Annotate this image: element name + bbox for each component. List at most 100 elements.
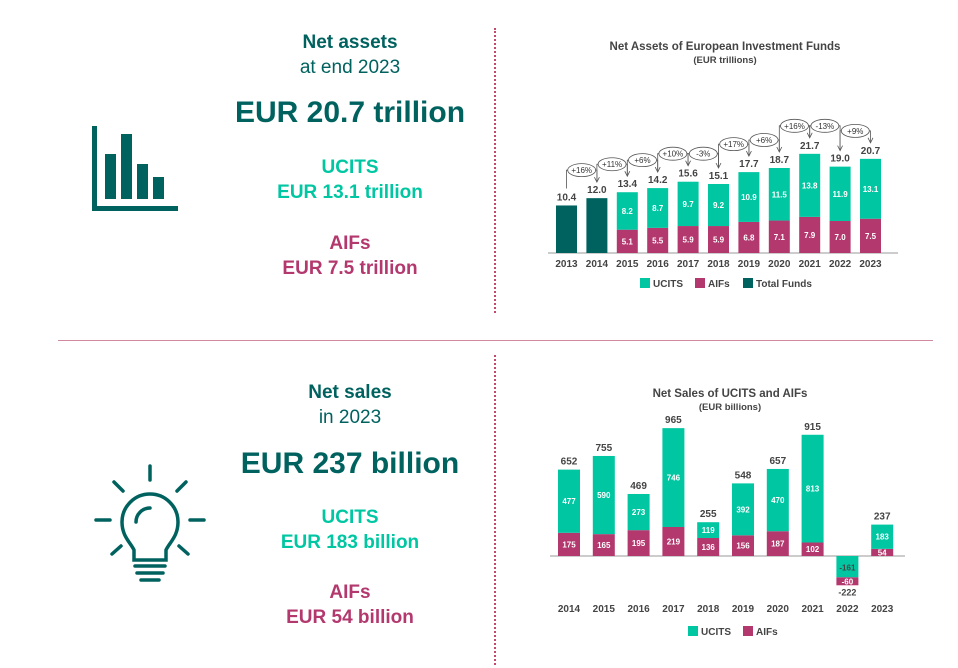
ucits-sales-value: EUR 183 billion (280, 532, 420, 553)
x-tick-label: 2017 (662, 604, 685, 615)
aifs-value-label: 102 (806, 545, 820, 554)
ucits-bar (829, 166, 851, 222)
total-value-label: 17.7 (739, 159, 759, 170)
x-tick-label: 2017 (677, 259, 700, 270)
aifs-value-label: 156 (736, 542, 750, 551)
total-funds-bar (586, 198, 608, 253)
ucits-value-label: 183 (876, 533, 890, 542)
legend-swatch (743, 626, 753, 636)
ucits-bar (836, 556, 859, 578)
growth-arrowhead (594, 176, 600, 184)
lightbulb-icon (94, 464, 206, 582)
total-value-label: 469 (630, 481, 647, 492)
aifs-bar (799, 216, 821, 253)
growth-arrowhead (837, 145, 843, 152)
ucits-bar (801, 434, 824, 543)
total-value-label: 548 (735, 470, 752, 481)
ucits-bar (647, 188, 669, 228)
x-tick-label: 2018 (707, 259, 730, 270)
x-tick-label: 2016 (647, 259, 670, 270)
chart2-subtitle: (EUR billions) (699, 402, 761, 413)
total-funds-bar (556, 205, 577, 253)
net-assets-heading: Net assets (302, 32, 398, 53)
growth-bubble (840, 123, 870, 138)
x-tick-label: 2023 (859, 259, 882, 270)
ucits-value-label: 11.5 (772, 190, 788, 199)
x-tick-label: 2013 (555, 259, 578, 270)
total-value-label: 18.7 (770, 155, 790, 166)
growth-arrowhead (624, 171, 631, 178)
ucits-assets-label: UCITS (321, 157, 379, 178)
growth-bubble (628, 153, 657, 168)
total-value-label: 755 (595, 443, 612, 454)
total-value-label: 255 (700, 509, 717, 520)
chart1-subtitle: (EUR trillions) (693, 55, 756, 66)
aifs-value-label: 187 (771, 540, 785, 549)
ucits-bar (860, 158, 881, 219)
growth-label: +10% (663, 150, 684, 159)
net-sales-subheading: in 2023 (318, 407, 382, 428)
ucits-bar (732, 483, 754, 536)
total-value-label: 20.7 (861, 146, 881, 157)
ucits-bar (697, 522, 720, 538)
total-value-label: 10.4 (557, 192, 577, 203)
legend-swatch (743, 278, 753, 288)
total-value-label: 965 (665, 415, 682, 426)
aifs-bar (677, 226, 699, 253)
growth-label: +16% (784, 122, 805, 131)
bar-chart-icon (92, 126, 178, 211)
ucits-bar (871, 524, 894, 549)
aifs-sales-value: EUR 54 billion (286, 607, 414, 628)
legend-label: UCITS (653, 279, 683, 290)
ucits-value-label: 11.9 (833, 190, 849, 199)
ucits-bar (558, 469, 580, 533)
ucits-bar (627, 493, 650, 531)
aifs-bar (627, 530, 650, 556)
growth-bubble (749, 133, 779, 147)
aifs-sales-label: AIFs (329, 582, 371, 603)
growth-label: +6% (634, 156, 650, 165)
ucits-value-label: 9.2 (713, 201, 725, 210)
aifs-bar (558, 532, 580, 556)
growth-label: +16% (571, 166, 592, 175)
aifs-value-label: 5.5 (652, 236, 664, 245)
total-value-label: 13.4 (618, 179, 638, 190)
ucits-value-label: 746 (667, 474, 681, 483)
chart2-title: Net Sales of UCITS and AIFs (653, 388, 808, 400)
legend-swatch (640, 278, 650, 288)
section-divider (58, 340, 933, 341)
x-tick-label: 2014 (558, 604, 581, 615)
aifs-value-label: 5.1 (622, 237, 634, 246)
ucits-value-label: 119 (702, 526, 715, 535)
x-tick-label: 2016 (627, 604, 650, 615)
ucits-value-label: 13.8 (802, 181, 818, 190)
x-tick-label: 2019 (732, 604, 755, 615)
x-tick-label: 2014 (586, 259, 609, 270)
growth-label: -13% (816, 122, 835, 131)
aifs-bar (836, 577, 859, 586)
aifs-bar (738, 221, 760, 253)
ucits-value-label: 8.2 (622, 207, 634, 216)
total-value-label: 21.7 (800, 141, 820, 152)
growth-bubble (719, 137, 749, 152)
x-tick-label: 2021 (799, 259, 822, 270)
ucits-value-label: 477 (562, 497, 576, 506)
growth-bubble (597, 157, 627, 172)
top-vertical-divider (494, 28, 496, 313)
ucits-value-label: 813 (806, 485, 820, 494)
ucits-bar (592, 455, 615, 535)
growth-label: +9% (847, 127, 863, 136)
x-tick-label: 2021 (801, 604, 824, 615)
ucits-sales-label: UCITS (321, 507, 379, 528)
net-sales-heading: Net sales (308, 382, 392, 403)
ucits-value-label: 8.7 (652, 204, 664, 213)
x-tick-label: 2022 (829, 259, 852, 270)
x-tick-label: 2023 (871, 604, 894, 615)
growth-bubble (688, 146, 718, 161)
aifs-value-label: 6.8 (743, 233, 755, 242)
growth-arrowhead (776, 146, 783, 153)
total-value-label: 15.1 (709, 171, 729, 182)
total-value-label: 14.2 (648, 175, 668, 186)
growth-arrowhead (715, 162, 722, 169)
x-tick-label: 2022 (836, 604, 859, 615)
